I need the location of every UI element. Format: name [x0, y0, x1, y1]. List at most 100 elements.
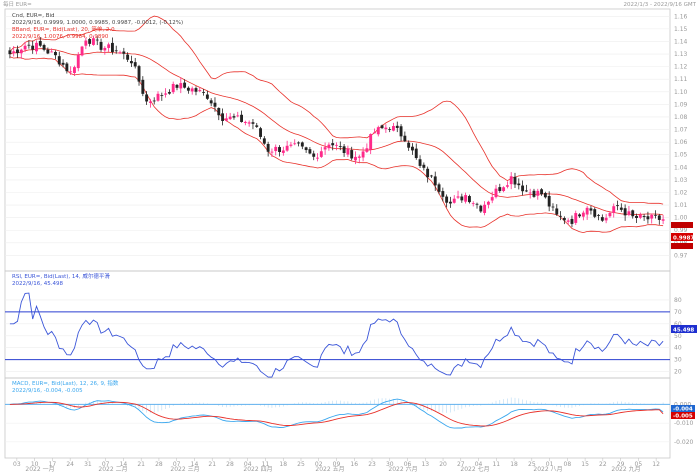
candle-body	[31, 45, 35, 50]
x-day-label: 16	[350, 461, 358, 468]
x-day-label: 12	[652, 461, 660, 468]
x-day-label: 04	[475, 461, 483, 468]
candle-body	[99, 41, 103, 50]
candle-body	[297, 142, 300, 144]
candle-body	[148, 101, 152, 103]
candle-body	[411, 146, 414, 151]
price-tick-label: 1.10	[674, 89, 688, 96]
candle-body	[137, 66, 141, 82]
price-tick-label: 1.07	[674, 127, 688, 134]
x-day-label: 02	[315, 461, 323, 468]
candle-body	[164, 93, 168, 95]
candle-body	[221, 113, 225, 121]
candle-body	[357, 156, 361, 158]
x-day-label: 09	[333, 461, 341, 468]
candle-body	[574, 213, 578, 223]
x-day-label: 20	[439, 461, 447, 468]
candle-body	[179, 83, 183, 89]
price-tick-label: 1.01	[674, 202, 688, 209]
candle-body	[585, 207, 589, 215]
candle-body	[46, 49, 50, 54]
candle-body	[19, 49, 23, 54]
candle-body	[429, 175, 433, 177]
rsi-last-tag: 45.498	[671, 325, 697, 334]
price-legend: Cnd, EUR=, Bid 2022/9/16, 0.9999, 1.0000…	[12, 13, 183, 40]
candle-body	[27, 44, 31, 46]
candle-body	[498, 187, 502, 191]
candle-body	[380, 125, 384, 129]
rsi-y-axis: 80 70 60 50 40 30 20	[674, 297, 682, 376]
candle-body	[247, 122, 251, 124]
candle-body	[129, 61, 133, 64]
candle-body	[213, 102, 217, 107]
x-month-label: 2022 八月	[533, 466, 562, 472]
rsi-tick-label: 80	[674, 297, 682, 304]
x-day-label: 18	[279, 461, 287, 468]
price-tick-label: 0.99	[674, 227, 688, 234]
candle-body	[388, 129, 392, 130]
candle-body	[483, 204, 487, 213]
candle-body	[395, 125, 399, 128]
candle-body	[38, 40, 42, 46]
macd-panel-frame	[4, 377, 671, 459]
x-day-label: 08	[564, 461, 572, 468]
x-day-label: 25	[297, 461, 305, 468]
candle-body	[536, 190, 540, 196]
price-legend-line3: BBand, EUR=, Bid(Last), 20, 简单, 2.0	[12, 25, 115, 33]
rsi-legend: RSI, EUR=, Bid(Last), 14, 威尔德平滑 2022/9/1…	[12, 272, 110, 287]
candle-body	[616, 205, 619, 207]
candle-body	[232, 116, 236, 118]
candle-body	[384, 127, 388, 130]
price-tick-label: 1.00	[674, 215, 688, 222]
candle-body	[365, 148, 369, 152]
candle-body	[186, 87, 190, 91]
candle-body	[399, 126, 403, 137]
candle-body	[562, 217, 566, 221]
candle-body	[494, 188, 498, 198]
candle-body	[445, 196, 449, 203]
macd-tick-label: -0.020	[674, 439, 694, 446]
candle-body	[8, 50, 12, 55]
bollinger-upper-band	[9, 15, 664, 205]
candle-body	[50, 51, 54, 53]
rsi-tick-label: 40	[674, 345, 682, 352]
candle-body	[335, 144, 338, 146]
candlestick-series	[8, 35, 665, 228]
candle-body	[190, 88, 194, 92]
candle-body	[418, 159, 422, 166]
signal-line	[9, 401, 664, 427]
x-day-label: 14	[191, 461, 199, 468]
candle-body	[635, 215, 638, 218]
candle-body	[300, 142, 304, 147]
candle-body	[316, 157, 319, 159]
x-day-label: 18	[510, 461, 518, 468]
candle-body	[650, 214, 654, 219]
candle-body	[270, 151, 274, 153]
candle-body	[448, 201, 452, 204]
candle-body	[517, 183, 521, 186]
candle-body	[312, 153, 316, 157]
candle-body	[171, 83, 175, 93]
rsi-tick-label: 50	[674, 333, 682, 340]
candle-body	[266, 143, 270, 152]
price-legend-line2: 2022/9/16, 0.9999, 1.0000, 0.9985, 0.998…	[12, 20, 183, 26]
candle-body	[92, 38, 95, 45]
candle-body	[600, 217, 604, 221]
candle-body	[460, 196, 464, 201]
macd-panel	[5, 397, 670, 443]
candle-body	[35, 42, 38, 52]
x-day-label: 10	[31, 461, 39, 468]
price-tick-label: 1.16	[674, 13, 688, 20]
candle-body	[95, 39, 99, 41]
candle-body	[240, 114, 244, 122]
candle-body	[194, 88, 198, 92]
bollinger-lower-band	[9, 56, 664, 234]
price-tick-label: 1.15	[674, 26, 688, 33]
candle-body	[122, 51, 126, 54]
top-bar-right: 2022/1/3 - 2022/9/16 GMT	[624, 2, 697, 8]
price-grid	[5, 15, 670, 256]
candle-body	[12, 51, 16, 54]
x-month-label: 2022 二月	[98, 466, 127, 472]
candle-body	[392, 126, 395, 131]
